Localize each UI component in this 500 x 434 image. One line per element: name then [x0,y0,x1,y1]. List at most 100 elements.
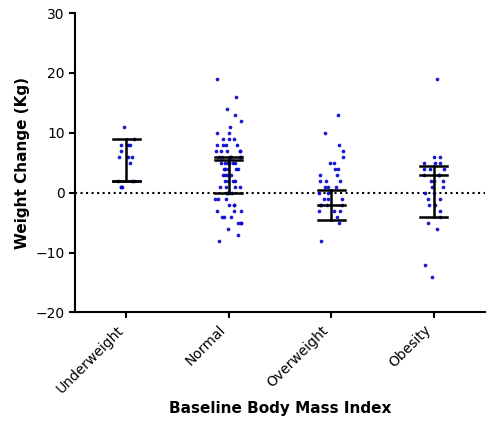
Point [232,159,239,166]
Point [324,183,332,190]
Point [117,183,125,190]
Point [130,177,138,184]
Point [420,165,428,172]
Point [212,195,220,202]
Point [424,195,432,202]
Point [420,171,428,178]
Point [334,165,342,172]
Point [124,141,132,148]
Point [430,153,438,160]
Point [224,165,232,172]
Point [315,207,323,214]
Point [322,183,330,190]
Point [229,177,237,184]
Point [222,141,230,148]
Point [226,201,234,208]
Point [222,195,230,202]
Point [237,207,245,214]
Point [224,171,232,178]
Point [338,147,346,154]
Point [221,171,229,178]
Point [322,177,330,184]
Point [236,183,244,190]
Point [234,231,242,238]
Point [223,105,231,112]
Point [236,153,244,160]
Point [225,129,233,136]
Point [438,177,446,184]
Point [230,201,238,208]
Point [315,189,323,196]
Point [440,165,448,172]
Point [431,201,439,208]
Point [214,195,222,202]
Point [117,183,125,190]
Point [316,171,324,178]
Point [237,219,245,226]
Point [116,147,124,154]
Point [128,153,136,160]
Point [436,195,444,202]
Point [234,219,242,226]
Point [126,141,134,148]
Point [233,141,241,148]
Point [228,153,235,160]
Point [224,177,232,184]
Point [339,153,347,160]
Point [219,171,227,178]
Point [436,159,444,166]
Point [120,123,128,130]
Point [222,183,230,190]
Point [215,237,223,244]
Point [432,225,440,232]
Point [221,165,229,172]
Y-axis label: Weight Change (Kg): Weight Change (Kg) [15,77,30,249]
Point [224,135,232,142]
Point [224,159,232,166]
Point [236,153,244,160]
Point [338,201,345,208]
Point [222,159,230,166]
Point [334,112,342,118]
Point [436,171,444,178]
Point [324,189,332,196]
Point [115,153,123,160]
Point [220,165,228,172]
Point [422,261,430,268]
Point [214,129,222,136]
Point [330,159,338,166]
Point [334,213,342,220]
Point [430,177,438,184]
Point [213,141,221,148]
Point [220,213,228,220]
Point [226,171,234,178]
Point [224,159,232,166]
Point [226,153,234,160]
Point [424,219,432,226]
Point [335,141,343,148]
Point [216,183,224,190]
Point [226,159,234,166]
Point [214,76,222,82]
Point [431,159,439,166]
Point [323,201,331,208]
Point [218,135,226,142]
Point [218,153,226,160]
Point [326,159,334,166]
Point [430,189,438,196]
Point [422,189,430,196]
Point [427,177,435,184]
Point [126,159,134,166]
Point [227,213,235,220]
Point [224,225,232,232]
Point [228,189,236,196]
Point [226,189,234,196]
Point [236,147,244,154]
Point [332,183,340,190]
Point [114,177,122,184]
Point [336,207,344,214]
Point [128,177,136,184]
Point [215,153,223,160]
Point [436,213,444,220]
Point [238,117,246,124]
